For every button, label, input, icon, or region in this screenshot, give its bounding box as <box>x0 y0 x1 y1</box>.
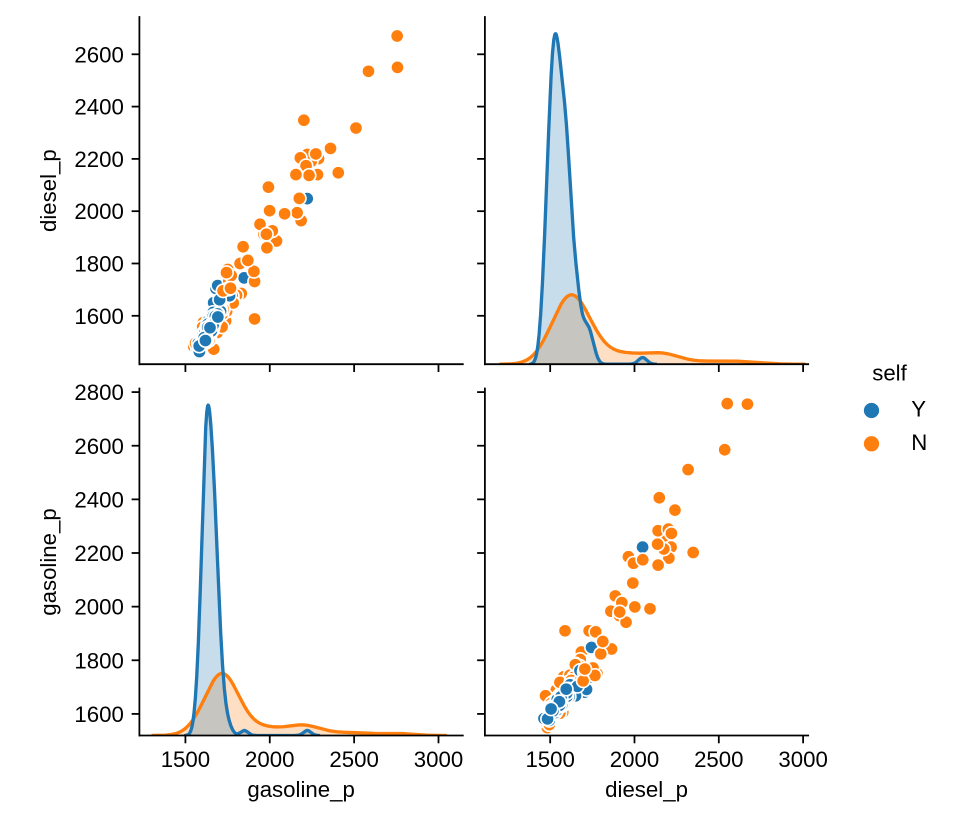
svg-text:2600: 2600 <box>74 434 123 459</box>
svg-text:2800: 2800 <box>74 380 123 405</box>
svg-text:N: N <box>911 430 927 455</box>
svg-text:2400: 2400 <box>74 487 123 512</box>
svg-text:1500: 1500 <box>525 747 574 772</box>
svg-text:2000: 2000 <box>245 747 294 772</box>
svg-text:1600: 1600 <box>74 304 123 329</box>
svg-text:1500: 1500 <box>161 747 210 772</box>
svg-text:3000: 3000 <box>778 747 827 772</box>
svg-text:2500: 2500 <box>329 747 378 772</box>
svg-text:self: self <box>872 361 907 386</box>
svg-text:Y: Y <box>911 397 926 422</box>
svg-text:gasoline_p: gasoline_p <box>36 508 61 615</box>
svg-text:diesel_p: diesel_p <box>36 149 61 232</box>
svg-text:2000: 2000 <box>610 747 659 772</box>
svg-text:1800: 1800 <box>74 252 123 277</box>
svg-text:1800: 1800 <box>74 648 123 673</box>
svg-text:2600: 2600 <box>74 42 123 67</box>
svg-text:diesel_p: diesel_p <box>605 777 688 802</box>
svg-text:2500: 2500 <box>694 747 743 772</box>
svg-text:2200: 2200 <box>74 541 123 566</box>
svg-text:2200: 2200 <box>74 147 123 172</box>
svg-text:gasoline_p: gasoline_p <box>247 777 354 802</box>
svg-text:2000: 2000 <box>74 199 123 224</box>
svg-text:1600: 1600 <box>74 702 123 727</box>
svg-text:2400: 2400 <box>74 95 123 120</box>
svg-text:2000: 2000 <box>74 595 123 620</box>
svg-text:3000: 3000 <box>414 747 463 772</box>
